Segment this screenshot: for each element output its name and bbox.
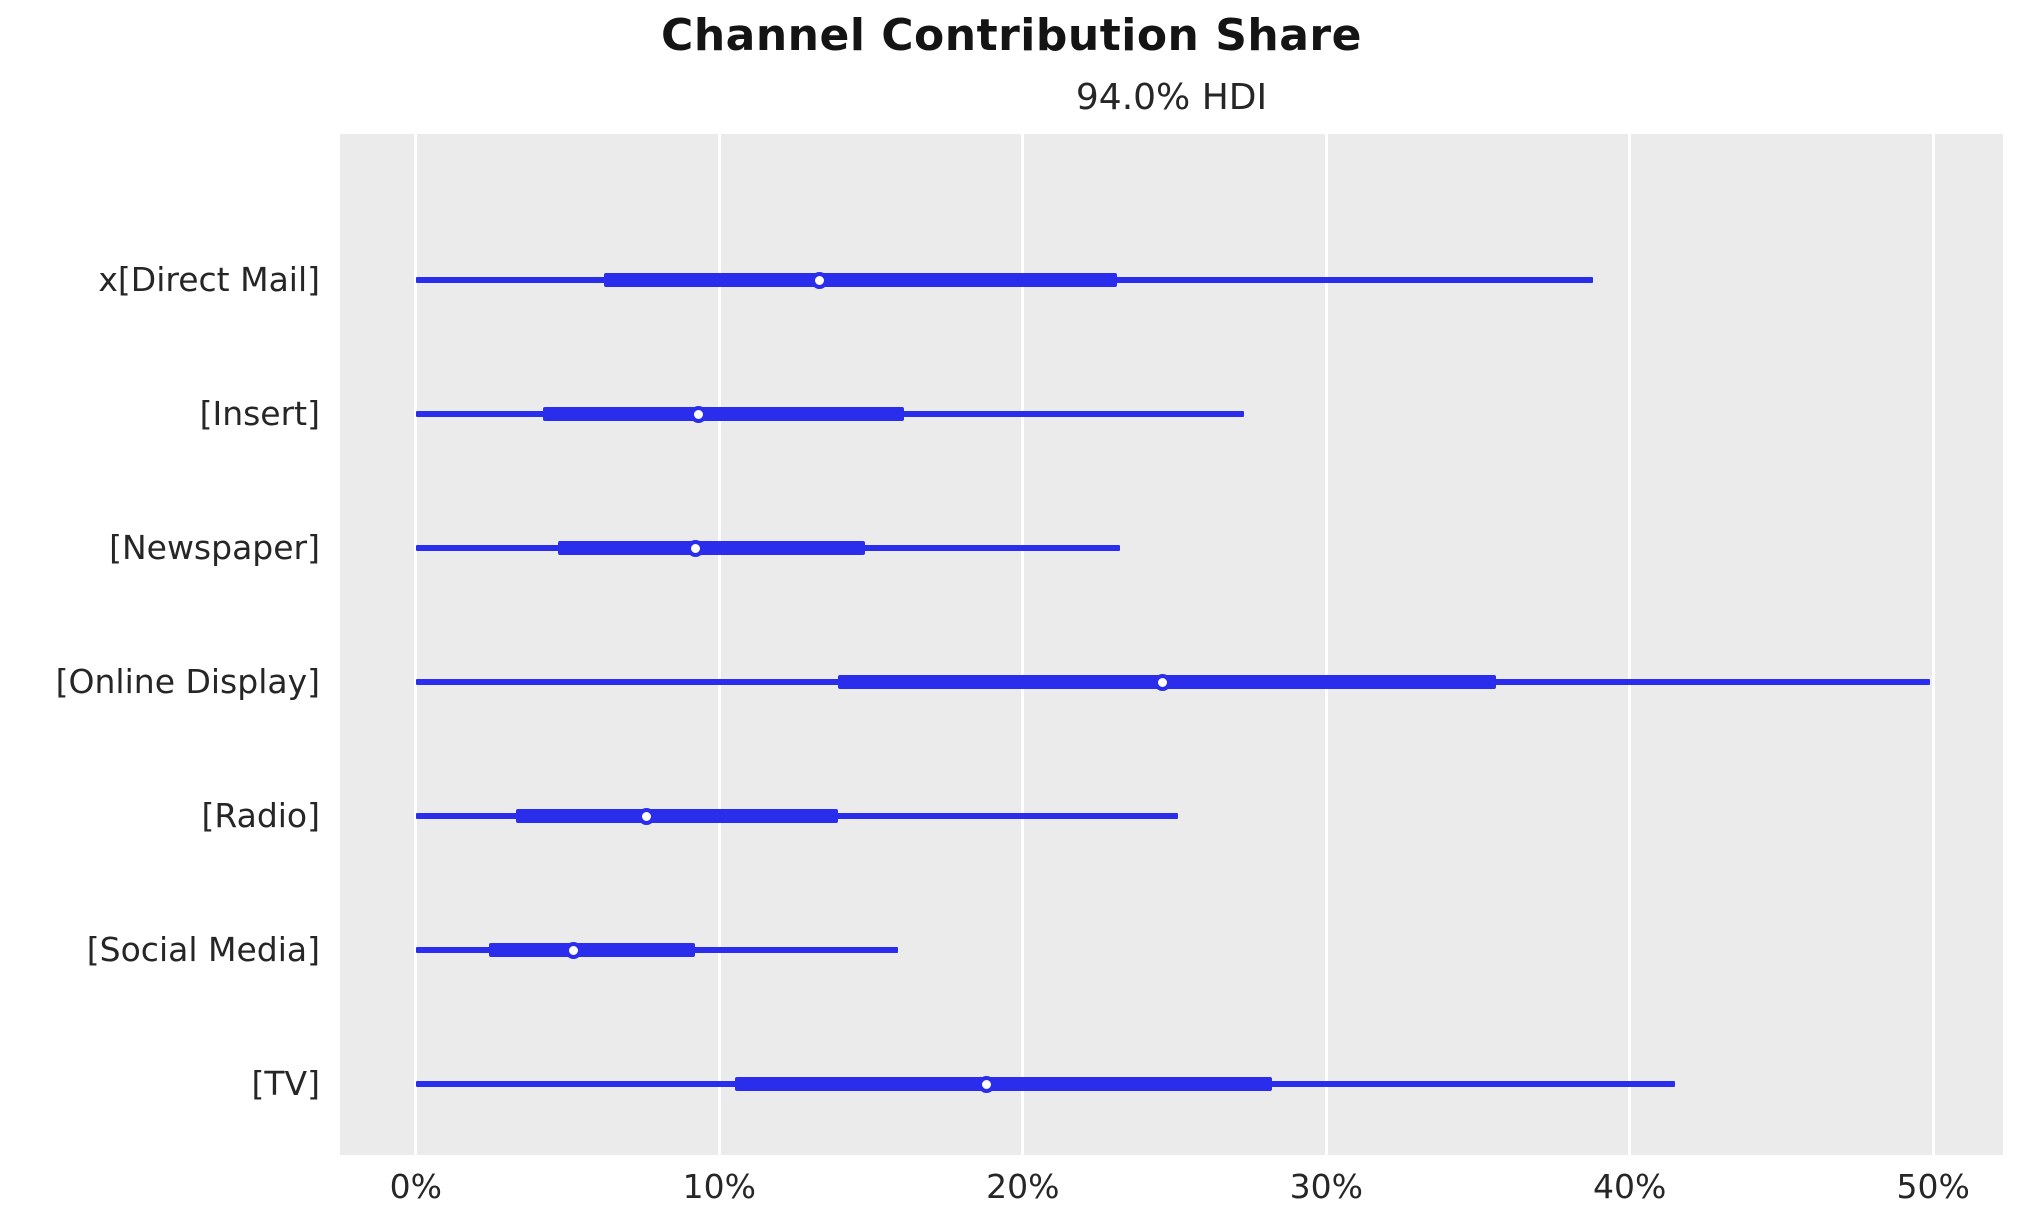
median-point-marker — [565, 941, 583, 959]
gridline-20% — [1021, 134, 1025, 1155]
x-tick-label: 0% — [389, 1167, 443, 1206]
quartile-interval-bar — [734, 1077, 1272, 1091]
y-axis-label: x[Direct Mail] — [98, 260, 320, 299]
y-axis-label: [Online Display] — [55, 662, 320, 701]
quartile-interval-bar — [516, 809, 838, 823]
x-tick-label: 30% — [1289, 1167, 1363, 1206]
median-point-marker — [689, 405, 707, 423]
median-point-marker — [977, 1075, 995, 1093]
chart-subtitle-hdi: 94.0% HDI — [1075, 77, 1268, 118]
x-tick-label: 20% — [986, 1167, 1060, 1206]
x-tick-label: 10% — [682, 1167, 756, 1206]
x-tick-label: 40% — [1593, 1167, 1667, 1206]
gridline-10% — [717, 134, 721, 1155]
y-axis-label: [Social Media] — [86, 930, 320, 969]
x-tick-label: 50% — [1896, 1167, 1970, 1206]
gridline-30% — [1324, 134, 1328, 1155]
median-point-marker — [1153, 673, 1171, 691]
quartile-interval-bar — [543, 407, 905, 421]
gridline-0% — [414, 134, 418, 1155]
median-point-marker — [686, 539, 704, 557]
y-axis-label: [Radio] — [201, 796, 320, 835]
y-axis-label: [TV] — [251, 1064, 320, 1103]
gridline-40% — [1628, 134, 1632, 1155]
quartile-interval-bar — [558, 541, 865, 555]
y-axis-label: [Newspaper] — [109, 528, 320, 567]
median-point-marker — [638, 807, 655, 825]
gridline-50% — [1931, 134, 1935, 1155]
quartile-interval-bar — [604, 273, 1117, 287]
plot-area — [340, 134, 2003, 1155]
quartile-interval-bar — [488, 943, 696, 957]
chart-title: Channel Contribution Share — [661, 10, 1362, 61]
y-axis-label: [Insert] — [199, 394, 320, 433]
median-point-marker — [810, 271, 828, 289]
